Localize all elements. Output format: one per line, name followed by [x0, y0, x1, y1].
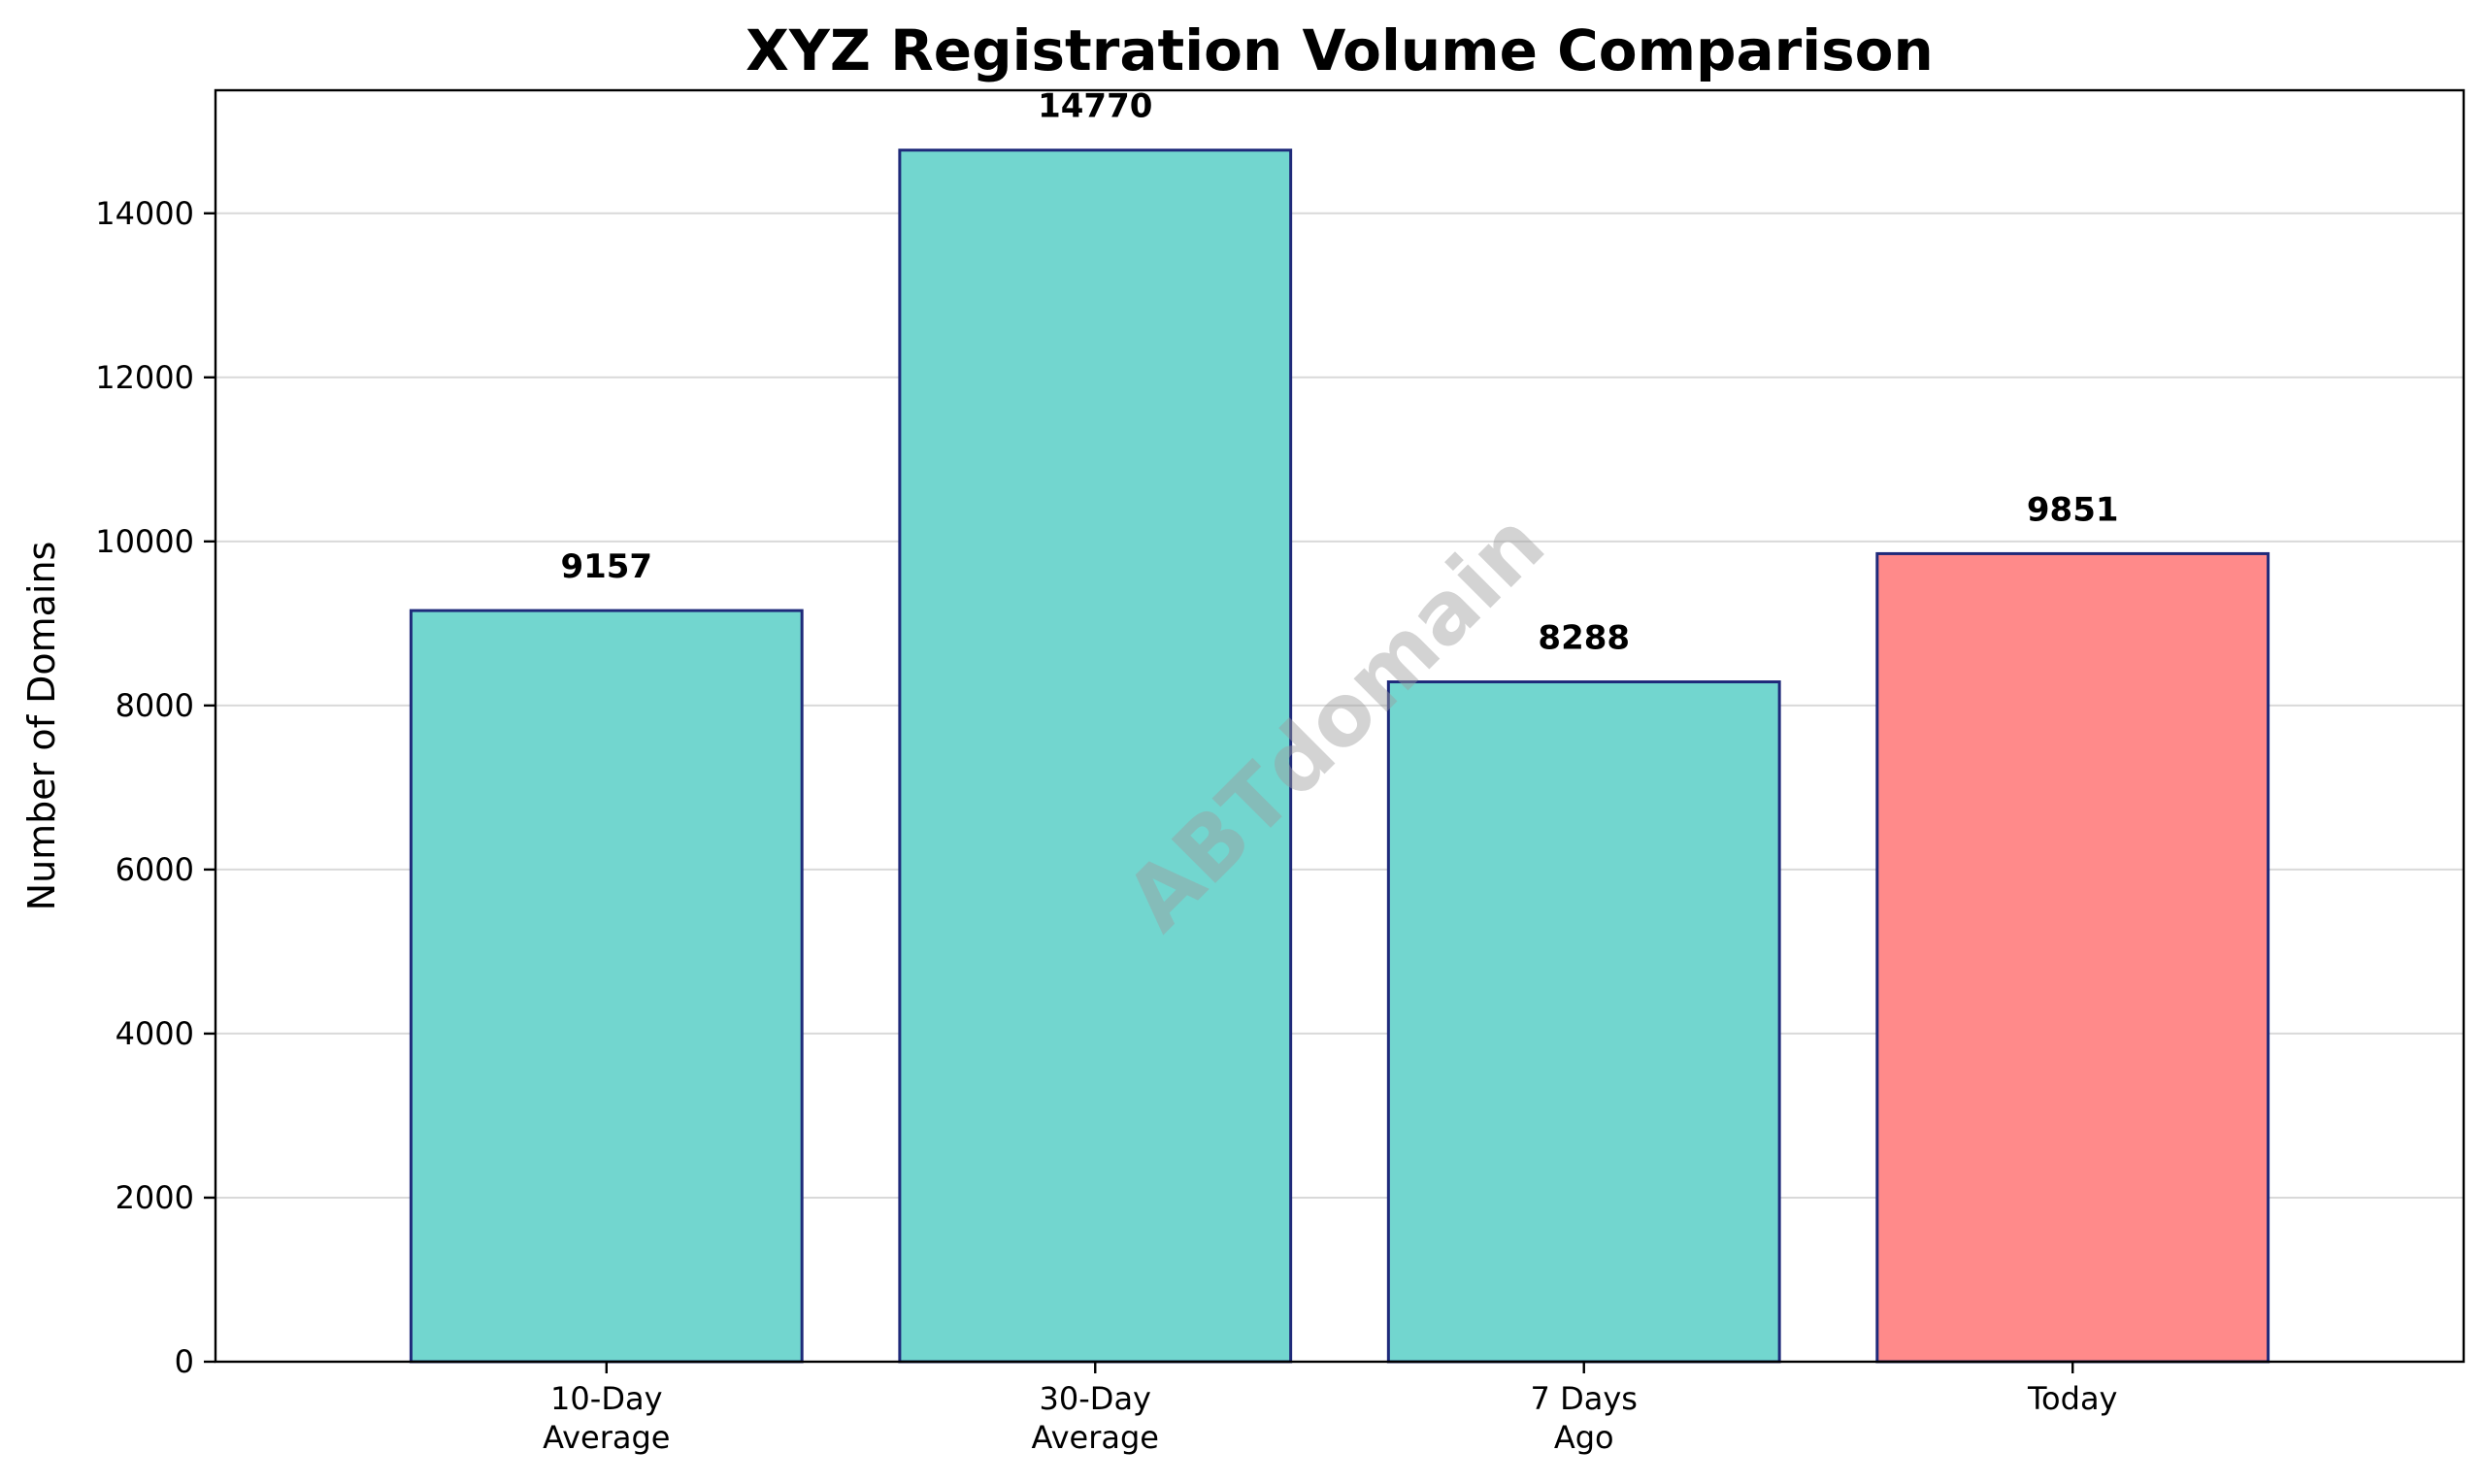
- y-tick-label: 12000: [95, 359, 194, 396]
- bar: [409, 609, 804, 1364]
- y-tick-label: 14000: [95, 195, 194, 232]
- x-tick-label-line: Average: [543, 1419, 670, 1456]
- bar-value-label: 14770: [1038, 87, 1152, 126]
- bar-value-label: 9157: [560, 547, 652, 586]
- x-tick-label-line: 7 Days: [1531, 1380, 1638, 1417]
- y-tick-label: 2000: [116, 1179, 194, 1216]
- y-tick-label: 10000: [95, 523, 194, 560]
- bar: [1875, 551, 2270, 1364]
- x-tick-label: 30-Day Average: [1032, 1380, 1159, 1456]
- bar-value-label: 8288: [1538, 619, 1630, 658]
- x-tick-label-line: Ago: [1554, 1419, 1614, 1456]
- y-tick-label: 4000: [116, 1015, 194, 1052]
- x-tick-label: 7 Days Ago: [1531, 1380, 1638, 1456]
- y-axis: 0 2000 4000 6000 8000 10000 12000 14000: [95, 195, 215, 1380]
- bar: [1386, 680, 1781, 1364]
- x-tick-label-line: 10-Day: [550, 1380, 662, 1417]
- x-tick-label: Today: [2027, 1380, 2118, 1417]
- y-tick-label: 0: [175, 1343, 194, 1380]
- x-tick-label: 10-Day Average: [543, 1380, 670, 1456]
- value-labels: 9157 14770 8288 9851: [560, 87, 2118, 658]
- chart-title: XYZ Registration Volume Comparison: [746, 17, 1934, 83]
- y-axis-label: Number of Domains: [20, 542, 63, 911]
- x-tick-label-line: Average: [1032, 1419, 1159, 1456]
- y-tick-label: 6000: [116, 851, 194, 888]
- bar-value-label: 9851: [2027, 490, 2119, 529]
- x-tick-label-line: 30-Day: [1040, 1380, 1151, 1417]
- bar: [898, 148, 1293, 1364]
- plot-frame: [214, 88, 2466, 1364]
- x-tick-label-line: Today: [2027, 1380, 2118, 1417]
- y-tick-label: 8000: [116, 687, 194, 724]
